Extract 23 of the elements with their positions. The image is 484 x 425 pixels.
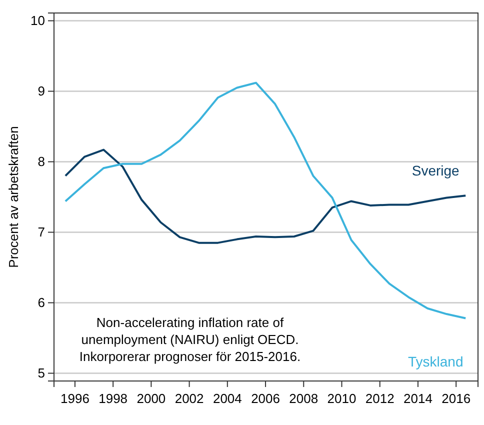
x-tick-label: 2002: [174, 391, 204, 406]
y-tick-label: 10: [30, 12, 45, 28]
y-tick-label: 6: [38, 294, 45, 310]
y-axis-title: Procent av arbetskraften: [6, 126, 21, 268]
x-tick-label: 2000: [136, 391, 166, 406]
y-tick-label: 8: [38, 154, 45, 169]
x-tick-label: 1998: [98, 391, 128, 406]
x-tick-label: 2016: [442, 391, 471, 406]
x-tick-label: 2014: [404, 391, 432, 406]
x-tick-label: 2006: [251, 391, 280, 406]
y-tick-label: 9: [38, 83, 45, 98]
x-tick-label: 2008: [289, 391, 318, 406]
y-tick-label: 7: [38, 224, 45, 240]
x-tick-label: 2010: [327, 391, 356, 406]
text: Tyskland: [408, 353, 464, 370]
line-series: [64, 82, 467, 320]
series-label: Sverige: [412, 162, 460, 179]
annotation: Non-accelerating inflation rate of unemployment (NAIRU) enligt OECD. Inkorporerar prognoser för 2015-2016.: [78, 314, 302, 365]
x-tick-label: 2004: [212, 391, 242, 406]
y-tick-label: 5: [38, 365, 45, 380]
x-tick-label: 1996: [60, 391, 90, 406]
line-series: [64, 148, 467, 244]
x-tick-label: 2012: [365, 391, 394, 406]
